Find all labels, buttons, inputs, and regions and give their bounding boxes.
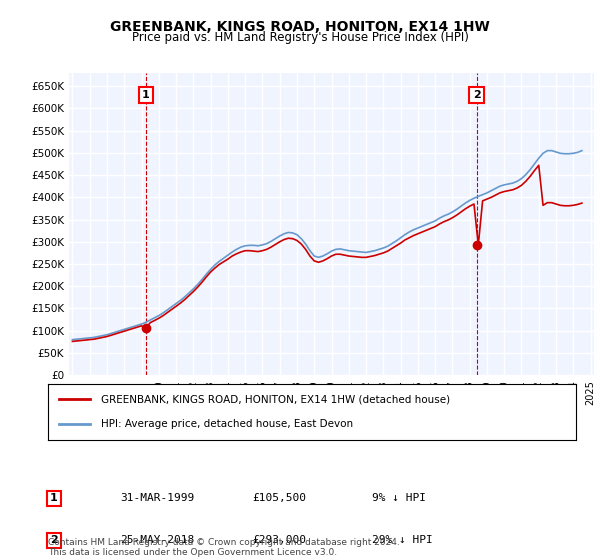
Text: £293,000: £293,000 [252,535,306,545]
Text: HPI: Average price, detached house, East Devon: HPI: Average price, detached house, East… [101,419,353,429]
Text: GREENBANK, KINGS ROAD, HONITON, EX14 1HW: GREENBANK, KINGS ROAD, HONITON, EX14 1HW [110,20,490,34]
Text: GREENBANK, KINGS ROAD, HONITON, EX14 1HW (detached house): GREENBANK, KINGS ROAD, HONITON, EX14 1HW… [101,394,450,404]
Text: Contains HM Land Registry data © Crown copyright and database right 2024.
This d: Contains HM Land Registry data © Crown c… [48,538,400,557]
Text: £105,500: £105,500 [252,493,306,503]
Text: 1: 1 [50,493,58,503]
Text: 1: 1 [142,90,150,100]
Text: 25-MAY-2018: 25-MAY-2018 [120,535,194,545]
Text: 2: 2 [473,90,481,100]
Text: 2: 2 [50,535,58,545]
Text: 29% ↓ HPI: 29% ↓ HPI [372,535,433,545]
Text: 9% ↓ HPI: 9% ↓ HPI [372,493,426,503]
Text: Price paid vs. HM Land Registry's House Price Index (HPI): Price paid vs. HM Land Registry's House … [131,31,469,44]
Text: 31-MAR-1999: 31-MAR-1999 [120,493,194,503]
